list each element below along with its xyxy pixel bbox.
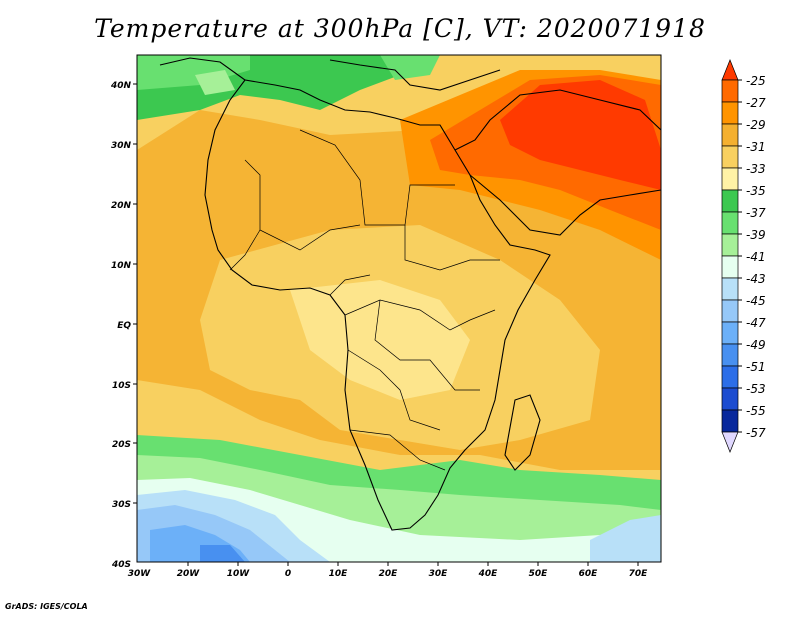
colorbar-label: -47 <box>746 316 766 330</box>
colorbar-swatch <box>721 79 739 103</box>
colorbar-label: -41 <box>746 250 766 264</box>
colorbar-label: -43 <box>746 272 766 286</box>
colorbar-label: -39 <box>746 228 766 242</box>
lon-label-30e: 30E <box>429 569 449 579</box>
lat-label-30s: 30S <box>112 500 131 510</box>
colorbar-label: -25 <box>746 74 766 88</box>
colorbar-label: -57 <box>746 426 766 440</box>
lon-label-60e: 60E <box>579 569 599 579</box>
colorbar-label: -35 <box>746 184 766 198</box>
colorbar-label: -29 <box>746 118 766 132</box>
lon-label-70e: 70E <box>629 569 649 579</box>
colorbar-swatch <box>721 321 739 345</box>
colorbar-swatch <box>721 365 739 389</box>
lon-axis: 30W 20W 10W 0 10E 20E 30E 40E 50E 60E 70… <box>128 569 648 579</box>
colorbar: -25 -27 -29 -31 -33 -35 -37 -39 -41 -43 -45 -47 -49 -… <box>721 59 766 453</box>
lat-label-10s: 10S <box>112 381 131 391</box>
map-title: Temperature at 300hPa [C], VT: 202007191… <box>94 14 706 43</box>
colorbar-label: -51 <box>746 360 766 374</box>
colorbar-label: -53 <box>746 382 766 396</box>
colorbar-swatch <box>721 343 739 367</box>
colorbar-label: -45 <box>746 294 766 308</box>
colorbar-label: -27 <box>746 96 766 110</box>
colorbar-swatch <box>721 145 739 169</box>
lon-label-0: 0 <box>285 569 291 579</box>
colorbar-top-arrow <box>721 59 739 81</box>
colorbar-label: -49 <box>746 338 766 352</box>
colorbar-label: -31 <box>746 140 766 154</box>
coastlines <box>159 57 661 531</box>
lat-axis: 40N 30N 20N 10N EQ 10S 20S 30S 40S <box>110 81 132 570</box>
lat-label-20s: 20S <box>112 440 131 450</box>
colorbar-swatch <box>721 167 739 191</box>
lat-label-30n: 30N <box>111 141 132 151</box>
lat-label-40s: 40S <box>111 560 131 570</box>
colorbar-label: -37 <box>746 206 766 220</box>
lat-ticks <box>133 83 137 504</box>
lon-label-50e: 50E <box>529 569 549 579</box>
lon-label-10e: 10E <box>329 569 349 579</box>
colorbar-label: -55 <box>746 404 766 418</box>
colorbar-label: -33 <box>746 162 766 176</box>
colorbar-swatch <box>721 101 739 125</box>
grads-credit: GrADS: IGES/COLA <box>5 602 88 611</box>
lon-label-20w: 20W <box>177 569 201 579</box>
colorbar-swatch <box>721 409 739 433</box>
country-borders <box>229 129 500 471</box>
lon-label-20e: 20E <box>379 569 399 579</box>
lon-ticks <box>187 562 639 566</box>
lon-label-30w: 30W <box>128 569 152 579</box>
colorbar-bottom-arrow <box>721 431 739 453</box>
colorbar-swatch <box>721 189 739 213</box>
colorbar-swatch <box>721 299 739 323</box>
lat-label-eq: EQ <box>117 321 131 331</box>
lat-label-40n: 40N <box>110 81 132 91</box>
colorbar-swatch <box>721 387 739 411</box>
temperature-field <box>137 55 661 562</box>
colorbar-swatch <box>721 277 739 301</box>
colorbar-swatch <box>721 123 739 147</box>
lat-label-10n: 10N <box>111 261 132 271</box>
map-frame <box>136 54 662 563</box>
lat-label-20n: 20N <box>111 201 132 211</box>
lon-label-10w: 10W <box>227 569 251 579</box>
colorbar-swatch <box>721 233 739 257</box>
colorbar-swatch <box>721 211 739 235</box>
lon-label-40e: 40E <box>478 569 499 579</box>
colorbar-swatch <box>721 255 739 279</box>
